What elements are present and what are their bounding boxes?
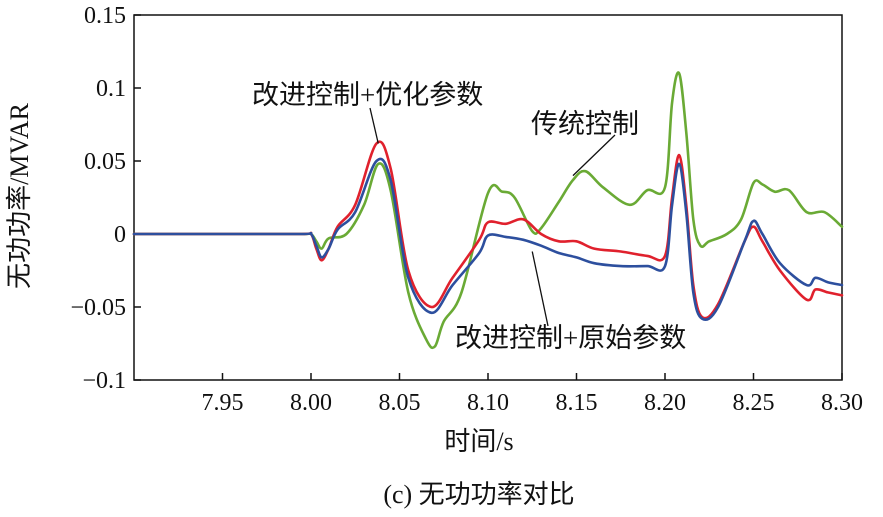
annotation-label: 改进控制+优化参数	[252, 80, 483, 110]
annotation-label: 改进控制+原始参数	[455, 323, 686, 353]
x-tick-label: 8.25	[733, 390, 775, 416]
annotation-leader	[369, 107, 379, 144]
x-tick-label: 8.00	[290, 390, 332, 416]
series-lines	[132, 71, 844, 350]
x-tick-label: 8.30	[821, 390, 863, 416]
x-tick-label: 7.95	[202, 390, 244, 416]
series-line	[132, 71, 844, 350]
y-tick-label: −0.05	[70, 295, 126, 321]
series-line	[132, 157, 844, 321]
series-line	[132, 140, 844, 320]
y-tick-label: 0.05	[84, 149, 126, 175]
y-tick-label: 0.15	[84, 3, 126, 29]
x-tick-label: 8.05	[379, 390, 421, 416]
x-tick-label: 8.10	[467, 390, 509, 416]
annotation-label: 传统控制	[531, 109, 639, 139]
axis-ticks: 7.95 8.00 8.05 8.10 8.15 8.20 8.25 8.30 −0.1 −0.0…	[70, 3, 863, 416]
x-axis-title: 时间/s	[444, 427, 513, 456]
y-tick-label: 0.1	[96, 76, 126, 102]
y-axis-title: 无功功率/MVAR	[5, 102, 34, 289]
annotation-leader	[531, 251, 549, 327]
y-tick-label: −0.1	[82, 368, 126, 394]
y-tick-label: 0	[114, 222, 126, 248]
x-tick-label: 8.15	[556, 390, 598, 416]
annotation-leader	[572, 134, 616, 177]
figure-caption: (c) 无功功率对比	[383, 480, 574, 509]
x-tick-label: 8.20	[644, 390, 686, 416]
